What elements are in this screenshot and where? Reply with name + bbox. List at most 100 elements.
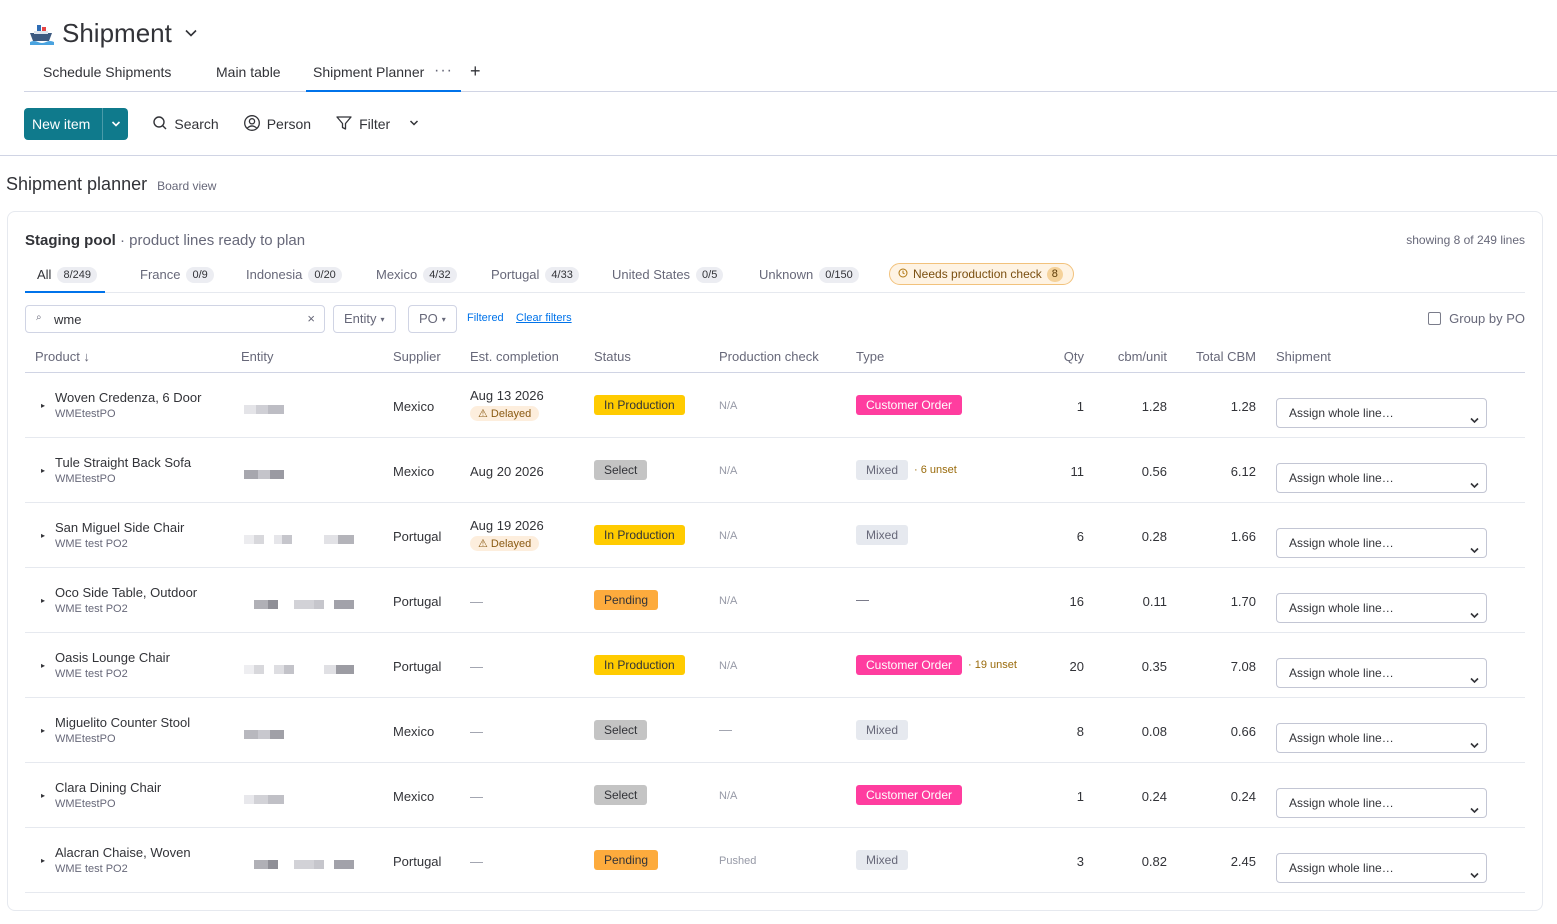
col-status[interactable]: Status <box>594 349 631 364</box>
expand-row-icon[interactable]: ▸ <box>41 596 46 605</box>
view-tab-shipment-planner[interactable]: Shipment Planner <box>306 56 462 92</box>
est-date: Aug 13 2026 <box>470 388 544 403</box>
col-product[interactable]: Product ↓ <box>35 349 90 364</box>
shipment-select-value: Assign whole line… <box>1289 406 1394 420</box>
country-tab-france[interactable]: France 0/9 <box>140 256 214 293</box>
group-by-po-checkbox[interactable] <box>1428 312 1442 325</box>
chevron-down-icon[interactable] <box>184 26 198 45</box>
shipment-select[interactable]: Assign whole line… <box>1276 853 1487 883</box>
status-badge[interactable]: Pending <box>594 590 659 610</box>
production-check: N/A <box>719 790 738 802</box>
type-badge[interactable]: Mixed <box>856 460 909 480</box>
expand-row-icon[interactable]: ▸ <box>41 791 46 800</box>
status-badge[interactable]: Select <box>594 785 648 805</box>
expand-row-icon[interactable]: ▸ <box>41 726 46 735</box>
shipment-select[interactable]: Assign whole line… <box>1276 723 1487 753</box>
po-dropdown[interactable]: PO ▾ <box>408 305 457 333</box>
product-name: Alacran Chaise, Woven <box>55 845 191 860</box>
table-row[interactable]: ▸ Miguelito Counter Stool WMEtestPO Mexico —… <box>25 698 1525 763</box>
expand-row-icon[interactable]: ▸ <box>41 531 46 540</box>
type-badge[interactable]: Customer Order <box>856 395 963 415</box>
search-field[interactable]: ⌕ × <box>25 305 325 333</box>
status-badge[interactable]: In Production <box>594 655 685 675</box>
col-production-check[interactable]: Production check <box>719 349 819 364</box>
table-row[interactable]: ▸ Oasis Lounge Chair WME test PO2 Portugal —… <box>25 633 1525 698</box>
new-item-button[interactable]: New item <box>24 108 129 140</box>
shipment-select[interactable]: Assign whole line… <box>1276 463 1487 493</box>
entity-dropdown[interactable]: Entity ▾ <box>333 305 396 333</box>
search-icon <box>152 115 168 134</box>
table-body: ▸ Woven Credenza, 6 Door WMEtestPO Mexico Au… <box>25 373 1525 893</box>
cbm-per-unit: 0.82 <box>1141 854 1167 869</box>
clear-search-icon[interactable]: × <box>307 311 315 326</box>
col-supplier[interactable]: Supplier <box>393 349 441 364</box>
col-entity[interactable]: Entity <box>241 349 274 364</box>
country-tab-portugal[interactable]: Portugal 4/33 <box>491 256 579 293</box>
view-tab-schedule-shipments[interactable]: Schedule Shipments <box>43 64 172 80</box>
tab-label: Mexico <box>376 267 418 282</box>
clear-filters-link[interactable]: Clear filters <box>516 312 572 324</box>
shipment-select[interactable]: Assign whole line… <box>1276 398 1487 428</box>
expand-row-icon[interactable]: ▸ <box>41 856 46 865</box>
status-badge[interactable]: Select <box>594 460 648 480</box>
shipment-select[interactable]: Assign whole line… <box>1276 658 1487 688</box>
status-badge[interactable]: Select <box>594 720 648 740</box>
group-by-po-toggle[interactable]: Group by PO <box>1428 311 1525 326</box>
table-row[interactable]: ▸ San Miguel Side Chair WME test PO2 Portug… <box>25 503 1525 568</box>
type-badge[interactable]: Customer Order <box>856 785 963 805</box>
board-title[interactable]: Shipment <box>28 18 198 49</box>
country-tab-indonesia[interactable]: Indonesia 0/20 <box>246 256 342 293</box>
expand-row-icon[interactable]: ▸ <box>41 466 46 475</box>
search-button[interactable]: Search <box>152 115 219 134</box>
table-row[interactable]: ▸ Tule Straight Back Sofa WMEtestPO Mexico A… <box>25 438 1525 503</box>
col-qty[interactable]: Qty <box>1063 349 1084 364</box>
needs-production-check-chip[interactable]: Needs production check 8 <box>889 263 1074 285</box>
country-tab-mexico[interactable]: Mexico 4/32 <box>376 256 457 293</box>
tab-label: France <box>140 267 181 282</box>
product-po: WME test PO2 <box>55 668 128 680</box>
col-est-completion[interactable]: Est. completion <box>470 349 559 364</box>
new-item-label: New item <box>32 116 91 132</box>
chevron-down-icon <box>1469 798 1480 826</box>
add-view-icon[interactable]: + <box>470 61 481 81</box>
table-row[interactable]: ▸ Woven Credenza, 6 Door WMEtestPO Mexico Au… <box>25 373 1525 438</box>
status-badge[interactable]: In Production <box>594 525 685 545</box>
production-check: N/A <box>719 595 738 607</box>
table-row[interactable]: ▸ Alacran Chaise, Woven WME test PO2 Portug… <box>25 828 1525 893</box>
type-badge[interactable]: Mixed <box>856 525 909 545</box>
col-total-cbm[interactable]: Total CBM <box>1196 349 1256 364</box>
status-badge[interactable]: Pending <box>594 850 659 870</box>
person-filter-button[interactable]: Person <box>243 114 311 135</box>
type-empty: — <box>856 592 869 607</box>
shipment-select[interactable]: Assign whole line… <box>1276 593 1487 623</box>
col-type[interactable]: Type <box>856 349 885 364</box>
total-cbm: 1.66 <box>1230 529 1256 544</box>
filter-button[interactable]: Filter <box>335 114 420 135</box>
status-badge[interactable]: In Production <box>594 395 685 415</box>
type-badge[interactable]: Mixed <box>856 720 909 740</box>
search-input[interactable] <box>52 310 292 328</box>
country-tab-all[interactable]: All 8/249 <box>25 256 105 293</box>
entity-redacted <box>244 600 364 610</box>
view-tab-main-table[interactable]: Main table <box>216 64 281 80</box>
cbm-per-unit: 0.08 <box>1141 724 1167 739</box>
shipment-select-value: Assign whole line… <box>1289 536 1394 550</box>
supplier: Mexico <box>393 464 435 479</box>
production-check: Pushed <box>719 855 757 867</box>
expand-row-icon[interactable]: ▸ <box>41 661 46 670</box>
table-row[interactable]: ▸ Oco Side Table, Outdoor WME test PO2 Port… <box>25 568 1525 633</box>
shipment-select[interactable]: Assign whole line… <box>1276 788 1487 818</box>
supplier: Mexico <box>393 789 435 804</box>
col-cbm-unit[interactable]: cbm/unit <box>1117 349 1167 364</box>
country-tab-unknown[interactable]: Unknown 0/150 <box>759 256 859 293</box>
shipment-select[interactable]: Assign whole line… <box>1276 528 1487 558</box>
table-row[interactable]: ▸ Clara Dining Chair WMEtestPO Mexico — Selec… <box>25 763 1525 828</box>
col-shipment[interactable]: Shipment <box>1276 349 1331 364</box>
chevron-down-icon[interactable] <box>408 116 420 132</box>
chevron-down-icon[interactable] <box>102 108 128 140</box>
type-badge[interactable]: Mixed <box>856 850 909 870</box>
expand-row-icon[interactable]: ▸ <box>41 401 46 410</box>
type-badge[interactable]: Customer Order <box>856 655 963 675</box>
country-tab-united-states[interactable]: United States 0/5 <box>612 256 724 293</box>
more-options-icon[interactable]: ··· <box>434 62 453 79</box>
